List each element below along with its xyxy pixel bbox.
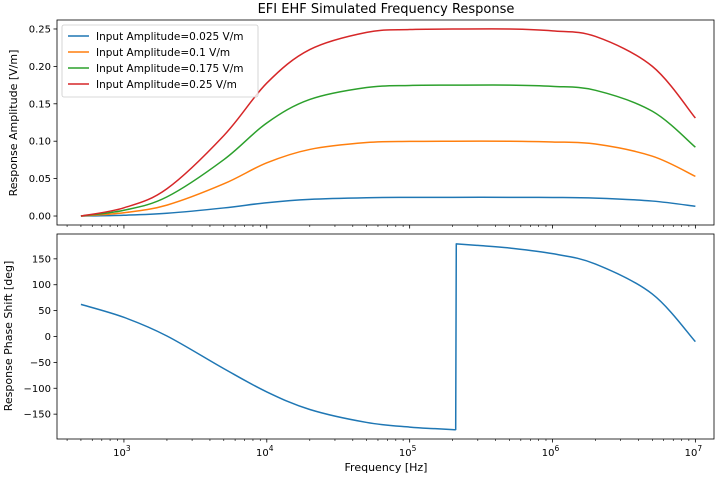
phase-y-tick-label: −50 <box>30 358 51 369</box>
phase-series-line <box>80 243 696 431</box>
amplitude-y-tick-label: 0.05 <box>29 174 51 185</box>
legend-entry-label: Input Amplitude=0.1 V/m <box>96 47 230 59</box>
amplitude-ticks: 0.00 0.05 0.10 0.15 0.20 0.25 <box>29 24 696 229</box>
amplitude-y-tick-label: 0.20 <box>29 62 51 73</box>
phase-axes-frame <box>56 233 715 440</box>
x-tick-label-base: 10 <box>685 448 698 459</box>
amplitude-series-line-3 <box>80 28 696 217</box>
x-tick-label-base: 10 <box>399 448 412 459</box>
x-axis-label: Frequency [Hz] <box>345 461 428 474</box>
phase-y-tick-label: 50 <box>38 306 51 317</box>
legend-frame <box>61 24 259 98</box>
phase-y-tick-label: 150 <box>32 254 51 265</box>
legend-entry-label: Input Amplitude=0.25 V/m <box>96 79 237 91</box>
amplitude-series-line-2 <box>80 84 696 217</box>
x-tick-label-exponent: 4 <box>269 444 274 453</box>
phase-y-tick-label: −150 <box>24 410 51 421</box>
x-tick-label: 103 <box>113 444 131 459</box>
phase-y-axis-label: Response Phase Shift [deg] <box>2 261 15 411</box>
amplitude-panel: 0.00 0.05 0.10 0.15 0.20 0.25 Response Amplit… <box>7 19 715 229</box>
phase-y-tick-label: 0 <box>45 332 51 343</box>
amplitude-y-tick-label: 0.00 <box>29 212 51 223</box>
phase-y-tick-label: −100 <box>24 384 51 395</box>
x-tick-label-base: 10 <box>256 448 269 459</box>
x-tick-label: 105 <box>399 444 417 459</box>
x-tick-label: 106 <box>542 444 560 459</box>
phase-series <box>80 243 696 431</box>
legend-entry-label: Input Amplitude=0.025 V/m <box>96 31 243 43</box>
amplitude-series-line-0 <box>80 196 696 217</box>
amplitude-series <box>80 28 696 217</box>
phase-y-tick-label: 100 <box>32 280 51 291</box>
amplitude-y-tick-label: 0.25 <box>29 24 51 35</box>
legend-entry-label: Input Amplitude=0.175 V/m <box>96 63 243 75</box>
amplitude-series-line-1 <box>80 140 696 217</box>
amplitude-axes-frame <box>56 19 715 226</box>
x-tick-label-exponent: 6 <box>554 444 559 453</box>
amplitude-y-tick-label: 0.10 <box>29 137 51 148</box>
amplitude-legend: Input Amplitude=0.025 V/m Input Amplitude… <box>61 24 259 98</box>
x-tick-label-exponent: 3 <box>126 444 131 453</box>
x-tick-label-base: 10 <box>542 448 555 459</box>
x-tick-label-exponent: 5 <box>412 444 417 453</box>
x-tick-label-exponent: 7 <box>697 444 702 453</box>
figure-title: EFI EHF Simulated Frequency Response <box>258 2 515 17</box>
x-tick-label: 104 <box>256 444 274 459</box>
amplitude-y-tick-label: 0.15 <box>29 99 51 110</box>
x-tick-label: 107 <box>685 444 703 459</box>
amplitude-y-axis-label: Response Amplitude [V/m] <box>7 50 20 197</box>
x-tick-label-base: 10 <box>113 448 126 459</box>
